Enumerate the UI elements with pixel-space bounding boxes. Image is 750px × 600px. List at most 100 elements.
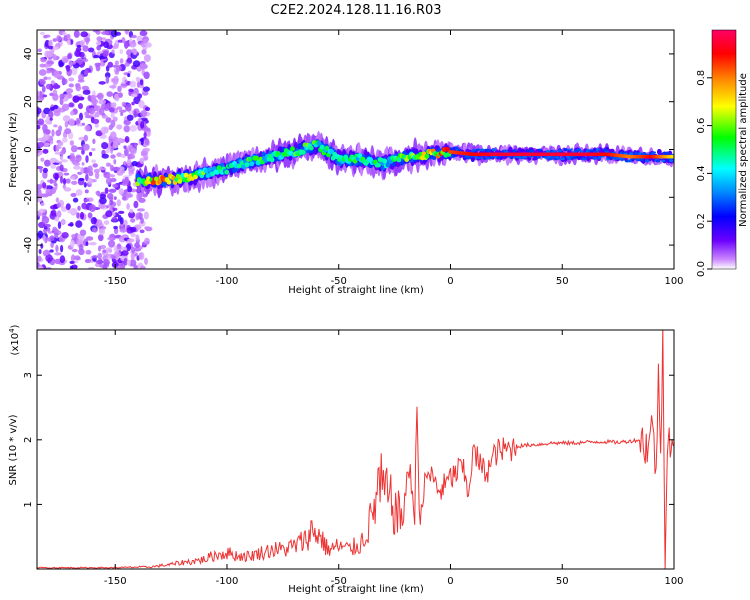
spectrogram-noise-cell [128, 88, 134, 93]
spectrogram-noise-cell [99, 107, 105, 116]
spectrogram-ridge-core [316, 140, 322, 146]
spectrogram-noise-cell [81, 58, 89, 63]
spectrogram-ridge-cell [665, 151, 670, 155]
spectrogram-noise-cell [42, 148, 49, 154]
colorbar: 0.0 0.2 0.4 0.6 0.8 Normalized spectral ampl… [696, 29, 749, 277]
spectrogram-noise-cell [54, 151, 62, 155]
spectrogram-noise-cell [38, 248, 42, 255]
spectrogram-noise-cell [44, 50, 50, 59]
spectrogram-noise-cell [47, 76, 52, 80]
spectrogram-ridge-cell [536, 156, 541, 159]
spectrogram-noise-cell [143, 132, 147, 138]
x-tick-label: -50 [331, 576, 347, 587]
spectrogram-noise-cell [110, 119, 116, 128]
spectrogram-noise-cell [54, 258, 61, 265]
spectrogram-noise-cell [133, 200, 139, 209]
spectrogram-noise-cell [72, 61, 76, 65]
spectrogram-noise-cell [53, 183, 58, 187]
spectrogram-ridge-cell [548, 157, 553, 161]
y-tick-label: 0 [23, 146, 34, 152]
spectrogram-noise-cell [89, 151, 93, 157]
spectrogram-noise-cell [68, 83, 75, 88]
spectrogram-noise-cell [67, 223, 74, 227]
spectrogram-noise-cell [110, 177, 117, 183]
spectrogram-noise-cell [85, 241, 89, 246]
spectrogram-ridge-cell [642, 152, 647, 156]
spectrogram-noise-cell [67, 209, 76, 214]
spectrogram-ridge-cell [583, 156, 588, 159]
spectrogram-noise-cell [111, 216, 118, 222]
spectrogram-ridge-core [183, 172, 189, 178]
spectrogram-noise-cell [108, 107, 115, 113]
spectrogram-noise-cell [63, 172, 70, 176]
spectrogram-ridge-cell [620, 158, 626, 161]
spectrogram-noise-cell [138, 252, 145, 260]
snr-y-multiplier-exp: 4 [8, 328, 16, 333]
spectrogram-noise-cell [70, 240, 75, 248]
spectrogram-noise-cell [139, 79, 144, 86]
spectrogram-ridge-core [154, 176, 159, 182]
spectrogram-noise-cell [79, 40, 85, 48]
spectrogram-noise-cell [51, 129, 55, 137]
spectrogram-ridge-cell [529, 149, 534, 153]
spectrogram-noise-cell [95, 130, 103, 137]
spectrogram-noise-cell [83, 70, 89, 76]
x-tick-label: 0 [447, 576, 453, 587]
spectrogram-noise-cell [117, 39, 123, 43]
spectrogram-noise-cell [127, 185, 133, 193]
spectrogram-noise-cell [49, 92, 54, 97]
spectrogram-noise-cell [137, 93, 143, 99]
colorbar-tick-label: 0.2 [696, 213, 707, 229]
spectrogram-noise-cell [96, 94, 103, 98]
spectrogram-noise-cell [78, 177, 85, 181]
spectrogram-noise-cell [143, 71, 150, 80]
spectrogram-noise-cell [130, 93, 138, 98]
spectrogram-noise-cell [108, 188, 117, 193]
spectrogram-noise-cell [50, 80, 56, 85]
spectrogram-noise-cell [41, 216, 50, 224]
spectrogram-noise-cell [69, 140, 75, 146]
spectrogram-noise-cell [75, 154, 82, 163]
spectrogram-noise-cell [85, 155, 89, 163]
spectrogram-noise-cell [123, 178, 129, 184]
spectrogram-noise-cell [80, 167, 85, 174]
spectrogram-noise-cell [37, 118, 45, 126]
spectrogram-noise-cell [103, 171, 108, 176]
spectrogram-noise-cell [137, 208, 145, 212]
spectrogram-noise-cell [125, 193, 134, 198]
spectrogram-noise-cell [70, 145, 78, 153]
spectrogram-noise-cell [123, 219, 128, 227]
spectrogram-noise-cell [91, 255, 99, 259]
spectrogram-noise-cell [87, 95, 92, 102]
spectrogram-noise-cell [91, 98, 99, 105]
spectrogram-ridge-core [166, 179, 172, 185]
spectrogram-noise-cell [97, 252, 102, 260]
spectrogram-noise-cell [79, 211, 85, 220]
spectrogram-noise-cell [135, 234, 140, 242]
spectrogram-noise-cell [113, 227, 119, 235]
spectrogram-noise-cell [53, 70, 60, 78]
spectrogram-ridge-core [445, 146, 450, 152]
spectrogram-noise-cell [78, 244, 84, 251]
spectrogram-noise-cell [55, 197, 60, 203]
spectrogram-noise-cell [127, 73, 131, 78]
spectrogram-noise-cell [116, 106, 123, 110]
spectrogram-noise-cell [114, 251, 121, 257]
spectrogram-noise-cell [37, 230, 44, 239]
spectrogram-ridge-core [329, 149, 334, 154]
spectrogram-noise-cell [60, 150, 64, 157]
spectrogram-noise-cell [83, 134, 89, 142]
spectrogram-noise-cell [106, 162, 112, 167]
spectrogram-noise-cell [58, 61, 64, 68]
spectrogram-noise-cell [77, 146, 84, 150]
spectrogram-noise-cell [95, 40, 102, 46]
spectrogram-noise-cell [52, 93, 59, 102]
spectrogram-noise-cell [105, 117, 112, 123]
spectrogram-noise-cell [114, 60, 119, 66]
spectrogram-noise-cell [124, 79, 128, 83]
spectrogram-ridge-core [249, 161, 255, 167]
spectrogram-noise-cell [138, 100, 145, 109]
spectrogram-noise-cell [116, 199, 122, 207]
spectrogram-noise-cell [130, 232, 136, 238]
spectrogram-noise-cell [52, 53, 57, 61]
